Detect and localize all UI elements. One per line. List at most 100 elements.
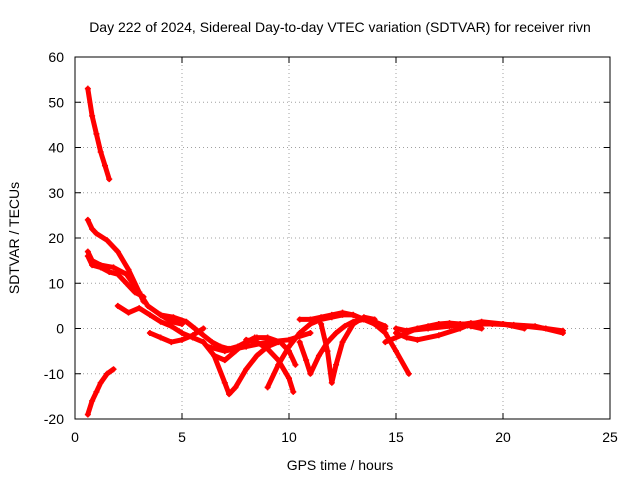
data-point bbox=[168, 339, 175, 346]
data-point bbox=[467, 323, 474, 330]
data-point bbox=[243, 336, 250, 343]
data-point bbox=[264, 384, 271, 391]
data-point bbox=[106, 268, 113, 275]
data-point bbox=[179, 330, 185, 337]
data-point bbox=[157, 334, 164, 341]
data-point bbox=[89, 112, 96, 119]
data-point bbox=[403, 327, 410, 334]
data-point bbox=[264, 345, 271, 352]
data-point bbox=[89, 397, 96, 404]
data-point bbox=[393, 348, 399, 355]
data-point bbox=[200, 332, 207, 339]
data-point bbox=[350, 320, 357, 327]
grid bbox=[75, 57, 610, 419]
series-pass-4 bbox=[84, 253, 147, 300]
data-point bbox=[89, 262, 96, 269]
data-point bbox=[97, 149, 104, 156]
data-point bbox=[425, 323, 432, 330]
data-point bbox=[275, 361, 282, 368]
data-point bbox=[403, 334, 410, 341]
data-point bbox=[179, 336, 185, 343]
data-point bbox=[157, 318, 164, 325]
x-tick-label: 5 bbox=[178, 429, 186, 445]
y-tick-label: 30 bbox=[48, 185, 64, 201]
data-point bbox=[414, 325, 421, 332]
data-point bbox=[84, 216, 91, 223]
data-point bbox=[93, 388, 100, 395]
data-point bbox=[264, 334, 271, 341]
data-point bbox=[93, 130, 100, 137]
series-pass-5 bbox=[84, 366, 117, 418]
data-point bbox=[200, 325, 207, 332]
data-point bbox=[110, 264, 117, 271]
data-point bbox=[84, 253, 91, 260]
data-point bbox=[333, 361, 340, 368]
data-point bbox=[97, 264, 104, 271]
data-point bbox=[333, 330, 340, 337]
data-point bbox=[286, 336, 292, 343]
data-point bbox=[339, 309, 346, 316]
data-point bbox=[318, 314, 325, 321]
data-point bbox=[315, 352, 322, 359]
series-pass-7 bbox=[146, 325, 207, 346]
data-point bbox=[303, 357, 310, 364]
data-point bbox=[382, 323, 389, 330]
data-point bbox=[446, 320, 453, 327]
x-tick-label: 15 bbox=[388, 429, 404, 445]
data-point bbox=[307, 370, 314, 377]
data-point bbox=[211, 352, 218, 359]
y-tick-label: 20 bbox=[48, 230, 64, 246]
data-point bbox=[393, 325, 399, 332]
data-point bbox=[318, 320, 325, 327]
data-point bbox=[131, 289, 138, 296]
data-point bbox=[183, 318, 190, 325]
data-point bbox=[350, 311, 357, 318]
data-point bbox=[189, 332, 196, 339]
data-point bbox=[101, 162, 108, 169]
data-point bbox=[253, 352, 260, 359]
data-point bbox=[221, 357, 228, 364]
data-point bbox=[123, 271, 130, 278]
y-axis-label: SDTVAR / TECUs bbox=[6, 182, 22, 294]
data-point bbox=[435, 332, 442, 339]
data-point bbox=[114, 271, 121, 278]
data-point bbox=[435, 320, 442, 327]
data-point bbox=[204, 343, 211, 350]
data-point bbox=[296, 330, 303, 337]
data-point bbox=[232, 384, 239, 391]
data-point bbox=[339, 339, 346, 346]
y-tick-label: 10 bbox=[48, 275, 64, 291]
chart-title: Day 222 of 2024, Sidereal Day-to-day VTE… bbox=[89, 19, 591, 35]
data-point bbox=[144, 302, 151, 309]
data-point bbox=[232, 348, 239, 355]
x-axis-label: GPS time / hours bbox=[287, 457, 394, 473]
data-point bbox=[360, 314, 367, 321]
data-point bbox=[93, 230, 100, 237]
data-point bbox=[114, 248, 121, 255]
data-point bbox=[371, 316, 378, 323]
y-tick-label: 40 bbox=[48, 140, 64, 156]
data-point bbox=[292, 361, 299, 368]
data-point bbox=[532, 323, 539, 330]
data-point bbox=[157, 311, 164, 318]
series-pass-20 bbox=[403, 320, 485, 334]
data-point bbox=[296, 339, 303, 346]
data-point bbox=[226, 391, 233, 398]
data-point bbox=[324, 348, 331, 355]
data-point bbox=[200, 339, 207, 346]
data-point bbox=[84, 411, 91, 418]
data-point bbox=[559, 330, 566, 337]
data-point bbox=[89, 225, 96, 232]
data-point bbox=[168, 323, 175, 330]
data-point bbox=[114, 302, 121, 309]
series-pass-1 bbox=[84, 85, 113, 183]
y-tick-label: -10 bbox=[44, 366, 64, 382]
data-point bbox=[191, 325, 198, 332]
x-tick-label: 25 bbox=[602, 429, 618, 445]
series-line bbox=[318, 314, 378, 386]
x-tick-label: 10 bbox=[281, 429, 297, 445]
data-point bbox=[146, 311, 153, 318]
y-tick-label: -20 bbox=[44, 411, 64, 427]
data-point bbox=[296, 316, 303, 323]
data-point bbox=[286, 343, 292, 350]
